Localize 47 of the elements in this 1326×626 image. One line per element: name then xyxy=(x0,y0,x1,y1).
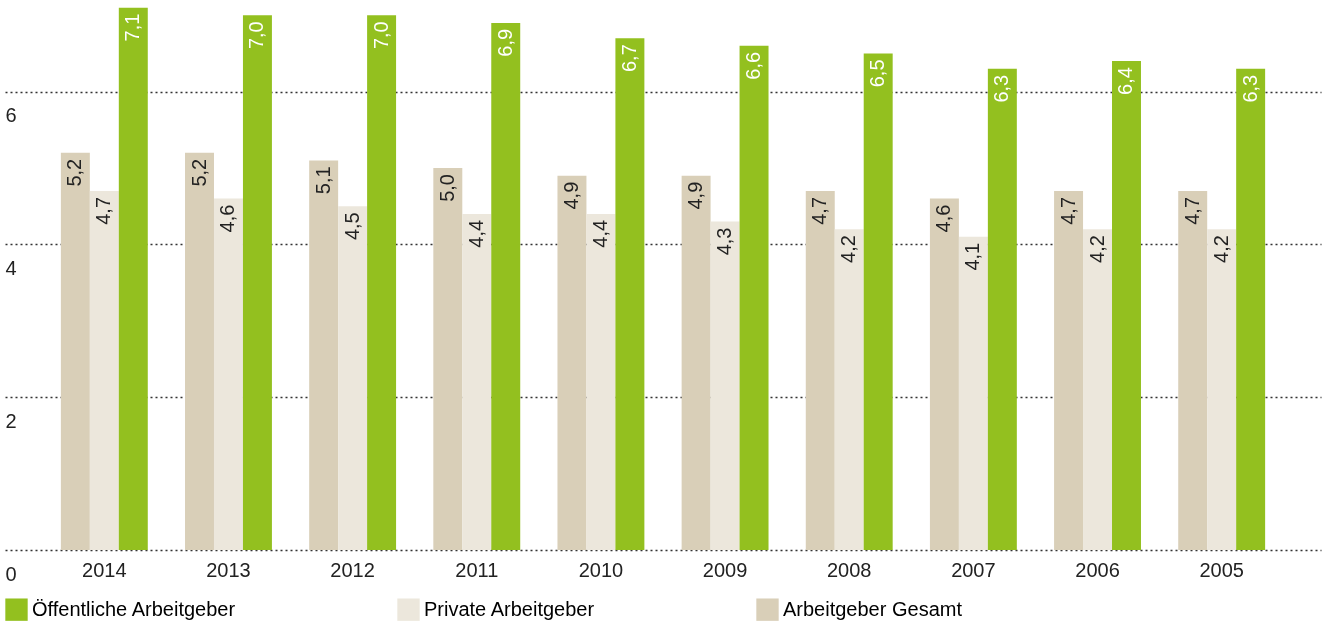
x-tick-label: 2010 xyxy=(578,558,624,581)
data-label: 5,2 xyxy=(63,158,86,187)
x-tick-label: 2011 xyxy=(455,558,499,581)
data-label: 6,3 xyxy=(1238,74,1261,103)
y-tick-label: 6 xyxy=(5,104,17,127)
data-label: 4,4 xyxy=(464,219,487,248)
y-tick-label: 2 xyxy=(5,409,17,432)
data-label: 6,7 xyxy=(617,44,640,73)
data-label: 6,5 xyxy=(866,59,889,88)
legend-label: Arbeitgeber Gesamt xyxy=(783,597,963,620)
x-tick-label: 2009 xyxy=(702,558,748,581)
data-label: 7,0 xyxy=(245,21,268,50)
x-tick-label: 2008 xyxy=(826,558,872,581)
data-label: 6,4 xyxy=(1114,67,1137,95)
x-tick-label: 2013 xyxy=(206,558,251,581)
data-label: 5,1 xyxy=(311,166,334,195)
data-label: 4,7 xyxy=(808,196,831,225)
data-label: 6,9 xyxy=(493,28,516,57)
x-tick-label: 2007 xyxy=(951,558,996,581)
data-label: 4,3 xyxy=(713,227,736,256)
data-label: 6,6 xyxy=(742,51,765,80)
data-label: 4,7 xyxy=(92,196,115,225)
data-label: 4,7 xyxy=(1056,196,1079,225)
data-label: 7,0 xyxy=(369,21,392,50)
data-label: 4,2 xyxy=(1085,235,1108,263)
data-label: 6,3 xyxy=(990,74,1013,103)
data-label: 5,0 xyxy=(435,174,458,202)
data-label: 4,4 xyxy=(588,219,611,248)
x-tick-label: 2012 xyxy=(330,558,375,581)
data-label: 5,2 xyxy=(187,158,210,187)
data-label: 4,2 xyxy=(1209,235,1232,263)
data-label: 4,6 xyxy=(932,204,955,233)
data-label: 4,6 xyxy=(216,204,239,233)
y-tick-label: 4 xyxy=(5,256,17,279)
y-tick-label: 0 xyxy=(5,562,17,585)
x-tick-label: 2005 xyxy=(1199,558,1244,581)
data-label: 4,7 xyxy=(1180,196,1203,225)
data-label: 7,1 xyxy=(121,13,144,42)
data-label: 4,2 xyxy=(837,235,860,263)
data-label: 4,9 xyxy=(559,181,582,210)
data-label: 4,1 xyxy=(961,242,984,271)
x-tick-label: 2014 xyxy=(82,558,127,581)
legend-label: Private Arbeitgeber xyxy=(424,597,595,620)
legend-label: Öffentliche Arbeitgeber xyxy=(32,597,236,620)
x-tick-label: 2006 xyxy=(1075,558,1120,581)
data-label: 4,9 xyxy=(684,181,707,210)
data-label: 4,5 xyxy=(340,212,363,241)
